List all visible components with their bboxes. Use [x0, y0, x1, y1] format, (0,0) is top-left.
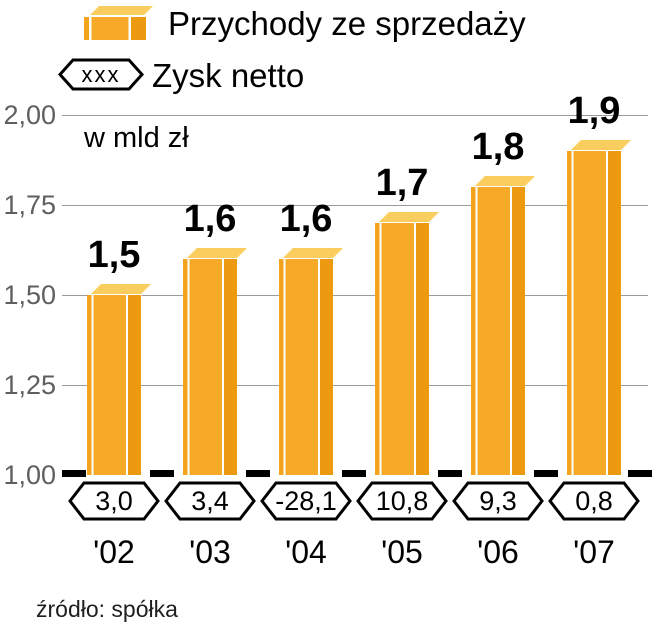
y-axis-tick: 2,00 [3, 100, 56, 130]
baseline-dash [534, 470, 558, 477]
unit-label: w mld zł [84, 122, 189, 154]
x-axis-label: '05 [381, 534, 423, 570]
profit-value: 9,3 [479, 485, 517, 516]
profit-badge: -28,1 [260, 481, 352, 521]
baseline-dash [438, 470, 462, 477]
y-axis-tick: 1,00 [3, 460, 56, 490]
bar-front-face [183, 259, 237, 475]
bar-group: 1,6 [183, 198, 251, 475]
hexagon-outline-icon [260, 481, 352, 521]
baseline-dash [246, 470, 270, 477]
baseline-dash [62, 470, 86, 477]
bar-value-label: 1,7 [375, 162, 429, 204]
bar-front-face [471, 187, 525, 475]
baseline-dash [150, 470, 174, 477]
hexagon-outline-icon [548, 481, 640, 521]
x-axis-label: '03 [189, 534, 231, 570]
source-note: źródło: spółka [36, 596, 178, 622]
bar-front-face [87, 295, 141, 475]
profit-icon-text: xxx [81, 61, 121, 87]
profit-value: 10,8 [375, 485, 429, 516]
profit-badge: 0,8 [548, 481, 640, 521]
bar-group: 1,6 [279, 198, 347, 475]
gridline [62, 205, 648, 206]
baseline-dash [342, 470, 366, 477]
bar-top-face [183, 246, 251, 260]
bar-group: 1,7 [375, 162, 443, 475]
revenue-bar-icon-top [86, 4, 157, 17]
baseline-dash [628, 470, 652, 477]
y-axis-tick: 1,25 [3, 370, 56, 400]
bar-top-face [471, 174, 539, 188]
bar-group: 1,8 [471, 126, 539, 475]
bar-front-face [375, 223, 429, 475]
bar-top-face [87, 282, 155, 296]
profit-value: -28,1 [275, 485, 337, 516]
profit-value: 0,8 [575, 485, 613, 516]
bar-value-label: 1,6 [183, 198, 237, 240]
hexagon-outline-icon [356, 481, 448, 521]
bar-value-label: 1,9 [567, 90, 621, 132]
x-axis-label: '02 [93, 534, 135, 570]
profit-badge: 3,0 [68, 481, 160, 521]
bar-top-face [567, 138, 635, 152]
profit-badge: 3,4 [164, 481, 256, 521]
hexagon-outline-icon [68, 481, 160, 521]
profit-badge: 10,8 [356, 481, 448, 521]
gridline [62, 115, 648, 116]
x-axis-label: '04 [285, 534, 327, 570]
bar-top-face [375, 210, 443, 224]
bar-value-label: 1,5 [87, 234, 141, 276]
bar-top-face [279, 246, 347, 260]
revenue-bar-icon [84, 2, 160, 42]
y-axis-tick: 1,50 [3, 280, 56, 310]
x-axis-label: '06 [477, 534, 519, 570]
bar-group: 1,5 [87, 234, 155, 475]
gridline [62, 295, 648, 296]
bar-front-face [279, 259, 333, 475]
legend-revenue-label: Przychody ze sprzedaży [168, 5, 526, 42]
hexagon-outline-icon [58, 58, 144, 91]
y-axis-tick: 1,75 [3, 190, 56, 220]
profit-badge: 9,3 [452, 481, 544, 521]
bar-value-label: 1,6 [279, 198, 333, 240]
bar-front-face [567, 151, 621, 475]
profit-hexagon-icon: xxx [58, 58, 144, 91]
profit-value: 3,4 [191, 485, 229, 516]
bar-group: 1,9 [567, 90, 635, 475]
legend-profit-label: Zysk netto [152, 57, 305, 94]
gridline [62, 385, 648, 386]
hexagon-outline-icon [452, 481, 544, 521]
x-axis-label: '07 [573, 534, 615, 570]
bar-value-label: 1,8 [471, 126, 525, 168]
profit-value: 3,0 [95, 485, 133, 516]
revenue-bar-icon-front [84, 17, 146, 40]
hexagon-outline-icon [164, 481, 256, 521]
